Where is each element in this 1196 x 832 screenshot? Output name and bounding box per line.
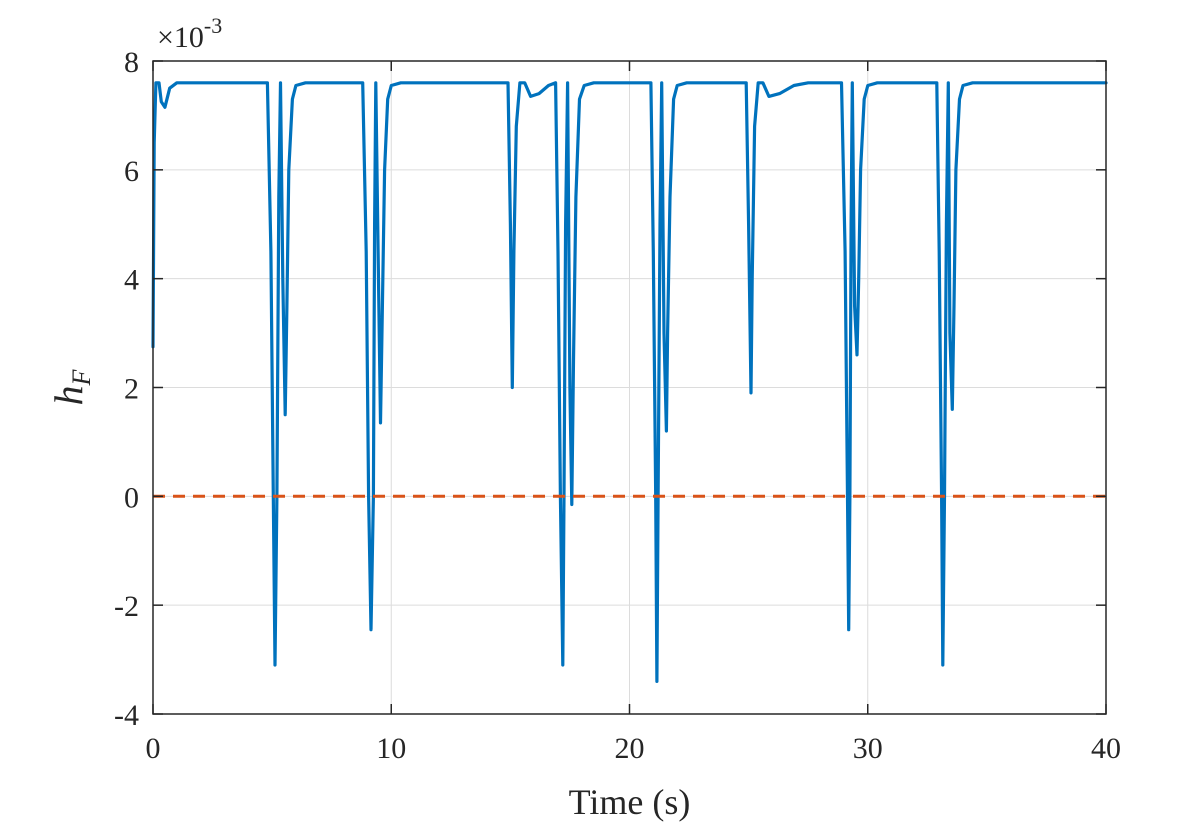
y-tick-label: 8 <box>124 46 139 79</box>
x-tick-label: 20 <box>615 732 645 765</box>
y-tick-label: 4 <box>124 264 139 297</box>
y-tick-label: 6 <box>124 155 139 188</box>
y-axis-label-subscript: F <box>67 368 96 386</box>
x-tick-label: 30 <box>853 732 883 765</box>
y-multiplier-base: ×10 <box>157 21 204 54</box>
y-multiplier-exponent: -3 <box>204 13 222 38</box>
series-layer <box>151 81 1108 684</box>
y-axis-label: hF <box>46 368 96 405</box>
x-axis-label: Time (s) <box>569 782 691 822</box>
x-tick-label: 0 <box>146 732 161 765</box>
y-tick-label: -4 <box>114 699 139 732</box>
y-tick-label: 2 <box>124 373 139 406</box>
y-axis-label-main: h <box>46 385 91 405</box>
y-tick-label: -2 <box>114 590 139 623</box>
grid <box>153 61 1106 714</box>
x-tick-label: 10 <box>376 732 406 765</box>
x-tick-label: 40 <box>1091 732 1121 765</box>
y-tick-label: 0 <box>124 481 139 514</box>
hf-series-line <box>151 81 1108 684</box>
y-multiplier: ×10-3 <box>157 13 222 54</box>
ticks: 0 10 20 30 40 -4 -2 0 2 4 6 8 <box>114 46 1121 765</box>
